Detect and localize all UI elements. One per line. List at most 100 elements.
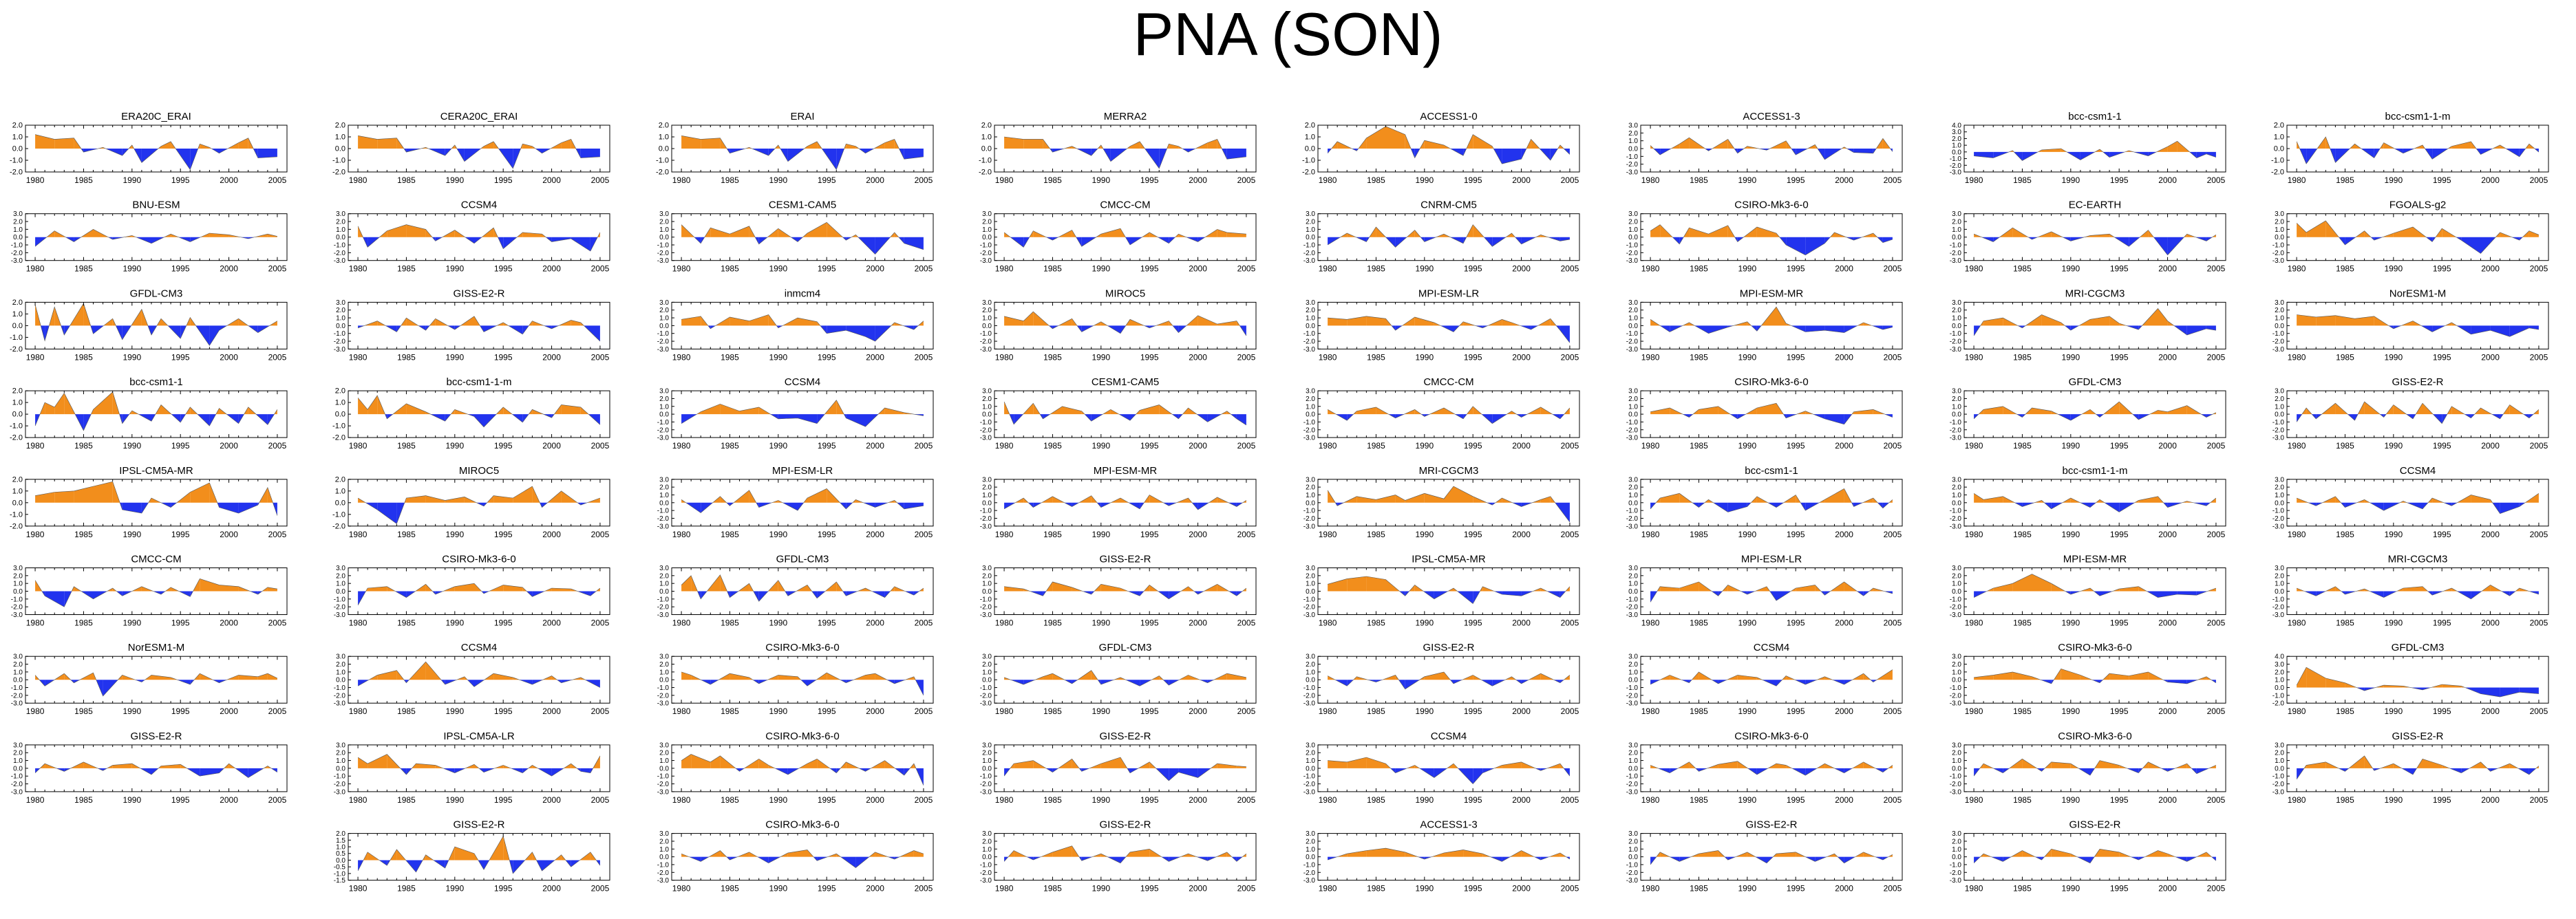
negative-anomaly-area bbox=[474, 414, 484, 427]
x-tick-label: 1980 bbox=[1319, 441, 1337, 451]
x-tick-label: 2000 bbox=[220, 441, 238, 451]
positive-anomaly-area bbox=[200, 144, 210, 149]
x-tick-label: 1990 bbox=[769, 352, 787, 362]
x-tick-label: 2005 bbox=[2207, 530, 2226, 539]
negative-anomaly-area bbox=[904, 149, 924, 160]
y-tick-label: -2.0 bbox=[1303, 604, 1316, 612]
y-tick-label: 1.0 bbox=[1628, 403, 1638, 411]
x-tick-label: 1990 bbox=[2061, 441, 2080, 451]
negative-anomaly-area bbox=[2206, 325, 2216, 331]
x-tick-label: 2005 bbox=[2207, 175, 2226, 185]
negative-anomaly-area bbox=[2490, 325, 2510, 337]
x-tick-label: 2000 bbox=[2481, 618, 2500, 628]
y-tick-label: 1.0 bbox=[1952, 226, 1961, 234]
panel-title: CCSM4 bbox=[461, 199, 498, 211]
y-tick-label: -3.0 bbox=[1303, 612, 1316, 619]
y-tick-label: -1.0 bbox=[10, 157, 23, 165]
x-tick-label: 1995 bbox=[818, 441, 836, 451]
y-tick-label: 1.0 bbox=[2275, 492, 2284, 499]
negative-anomaly-area bbox=[1786, 237, 1806, 255]
positive-anomaly-area bbox=[1502, 319, 1512, 326]
x-tick-label: 2005 bbox=[2530, 352, 2548, 362]
y-tick-label: -2.0 bbox=[980, 604, 992, 612]
positive-anomaly-area bbox=[2471, 495, 2491, 503]
x-tick-label: 1985 bbox=[2336, 264, 2354, 274]
x-tick-label: 1990 bbox=[2384, 530, 2403, 539]
y-tick-label: 0.0 bbox=[1628, 234, 1638, 241]
x-tick-label: 2000 bbox=[542, 264, 561, 274]
y-tick-label: 2.0 bbox=[982, 572, 992, 580]
x-tick-label: 2005 bbox=[2207, 352, 2226, 362]
y-tick-label: 2.0 bbox=[1628, 219, 1638, 226]
y-tick-label: 0.0 bbox=[2275, 499, 2284, 507]
x-tick-label: 1985 bbox=[721, 618, 739, 628]
y-tick-label: -1.0 bbox=[11, 596, 23, 603]
y-tick-label: -3.0 bbox=[980, 435, 992, 442]
y-tick-label: 3.0 bbox=[1628, 565, 1638, 572]
y-tick-label: -2.0 bbox=[656, 169, 669, 177]
y-tick-label: -1.0 bbox=[1626, 508, 1639, 515]
positive-anomaly-area bbox=[1100, 584, 1120, 592]
y-tick-label: -2.0 bbox=[1626, 338, 1639, 346]
y-tick-label: -3.0 bbox=[1303, 346, 1316, 354]
y-tick-label: 1.0 bbox=[1628, 581, 1638, 588]
y-tick-label: 0.0 bbox=[659, 499, 669, 507]
y-tick-label: -2.0 bbox=[332, 434, 345, 442]
series-line bbox=[1327, 126, 1571, 164]
y-tick-label: 1.0 bbox=[1952, 403, 1961, 411]
y-tick-label: -3.0 bbox=[2272, 612, 2285, 619]
x-tick-label: 2000 bbox=[1835, 352, 1853, 362]
panel-title: CMCC-CM bbox=[1100, 199, 1150, 211]
x-tick-label: 1985 bbox=[1367, 618, 1385, 628]
x-tick-label: 1995 bbox=[1140, 352, 1159, 362]
panel-title: CESM1-CAM5 bbox=[769, 199, 836, 211]
positive-anomaly-area bbox=[387, 224, 407, 237]
y-tick-label: -3.0 bbox=[657, 435, 670, 442]
x-tick-label: 2000 bbox=[2158, 441, 2177, 451]
x-tick-label: 1995 bbox=[2433, 530, 2451, 539]
negative-anomaly-area bbox=[865, 325, 875, 342]
y-tick-label: -2.0 bbox=[1302, 169, 1315, 177]
positive-anomaly-area bbox=[267, 673, 277, 680]
y-tick-label: 1.0 bbox=[2275, 403, 2284, 411]
x-tick-label: 1995 bbox=[1787, 618, 1805, 628]
positive-anomaly-area bbox=[190, 482, 210, 503]
x-tick-label: 2000 bbox=[866, 264, 884, 274]
y-tick-label: 2.0 bbox=[335, 387, 345, 396]
positive-anomaly-area bbox=[493, 495, 513, 503]
x-tick-label: 1980 bbox=[672, 175, 691, 185]
panel-title: MPI-ESM-LR bbox=[1418, 288, 1480, 299]
y-tick-label: -2.0 bbox=[657, 604, 670, 612]
y-tick-label: 3.0 bbox=[1306, 210, 1315, 218]
series-line bbox=[1650, 224, 1893, 256]
y-tick-label: 0.0 bbox=[1628, 588, 1638, 596]
x-tick-label: 2000 bbox=[542, 175, 561, 185]
series-line bbox=[1973, 308, 2216, 336]
positive-anomaly-area bbox=[1853, 409, 1873, 415]
panel-title: CCSM4 bbox=[2400, 465, 2436, 477]
y-tick-label: 0.0 bbox=[335, 499, 345, 507]
x-tick-label: 2005 bbox=[591, 175, 610, 185]
negative-anomaly-area bbox=[2186, 325, 2206, 335]
y-tick-label: 2.0 bbox=[1952, 307, 1961, 314]
positive-anomaly-area bbox=[1424, 140, 1444, 149]
panel-title: CCSM4 bbox=[785, 376, 821, 388]
x-tick-label: 1980 bbox=[1965, 175, 1983, 185]
y-tick-label: 2.0 bbox=[2274, 122, 2284, 130]
y-tick-label: 2.0 bbox=[659, 484, 669, 492]
x-tick-label: 1995 bbox=[818, 352, 836, 362]
positive-anomaly-area bbox=[368, 586, 387, 592]
y-tick-label: 0.0 bbox=[659, 145, 669, 153]
negative-anomaly-area bbox=[1824, 414, 1844, 424]
panel-title: CERA20C_ERAI bbox=[440, 111, 518, 122]
x-tick-label: 2005 bbox=[1237, 441, 1256, 451]
x-tick-label: 1995 bbox=[1787, 441, 1805, 451]
x-tick-label: 1985 bbox=[1043, 175, 1062, 185]
x-tick-label: 1980 bbox=[349, 530, 368, 539]
